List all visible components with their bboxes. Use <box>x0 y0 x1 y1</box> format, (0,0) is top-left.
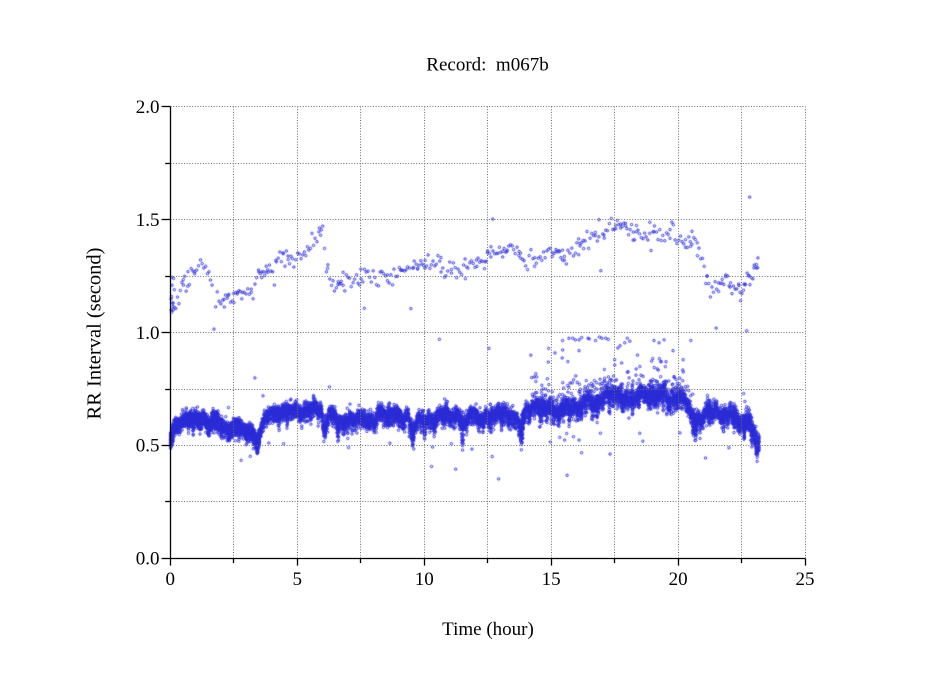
svg-text:2.0: 2.0 <box>136 97 160 118</box>
svg-text:5: 5 <box>293 569 303 590</box>
svg-text:1.0: 1.0 <box>136 323 160 344</box>
svg-text:0.5: 0.5 <box>136 436 160 457</box>
svg-text:0.0: 0.0 <box>136 549 160 570</box>
svg-text:1.5: 1.5 <box>136 210 160 231</box>
svg-text:25: 25 <box>796 569 815 590</box>
svg-text:20: 20 <box>669 569 688 590</box>
svg-text:0: 0 <box>166 569 176 590</box>
svg-text:15: 15 <box>542 569 561 590</box>
svg-text:Record: m067b: Record: m067b <box>426 54 548 75</box>
svg-text:Time (hour): Time (hour) <box>442 619 534 640</box>
svg-text:10: 10 <box>415 569 434 590</box>
svg-text:RR Interval (second): RR Interval (second) <box>84 248 106 420</box>
